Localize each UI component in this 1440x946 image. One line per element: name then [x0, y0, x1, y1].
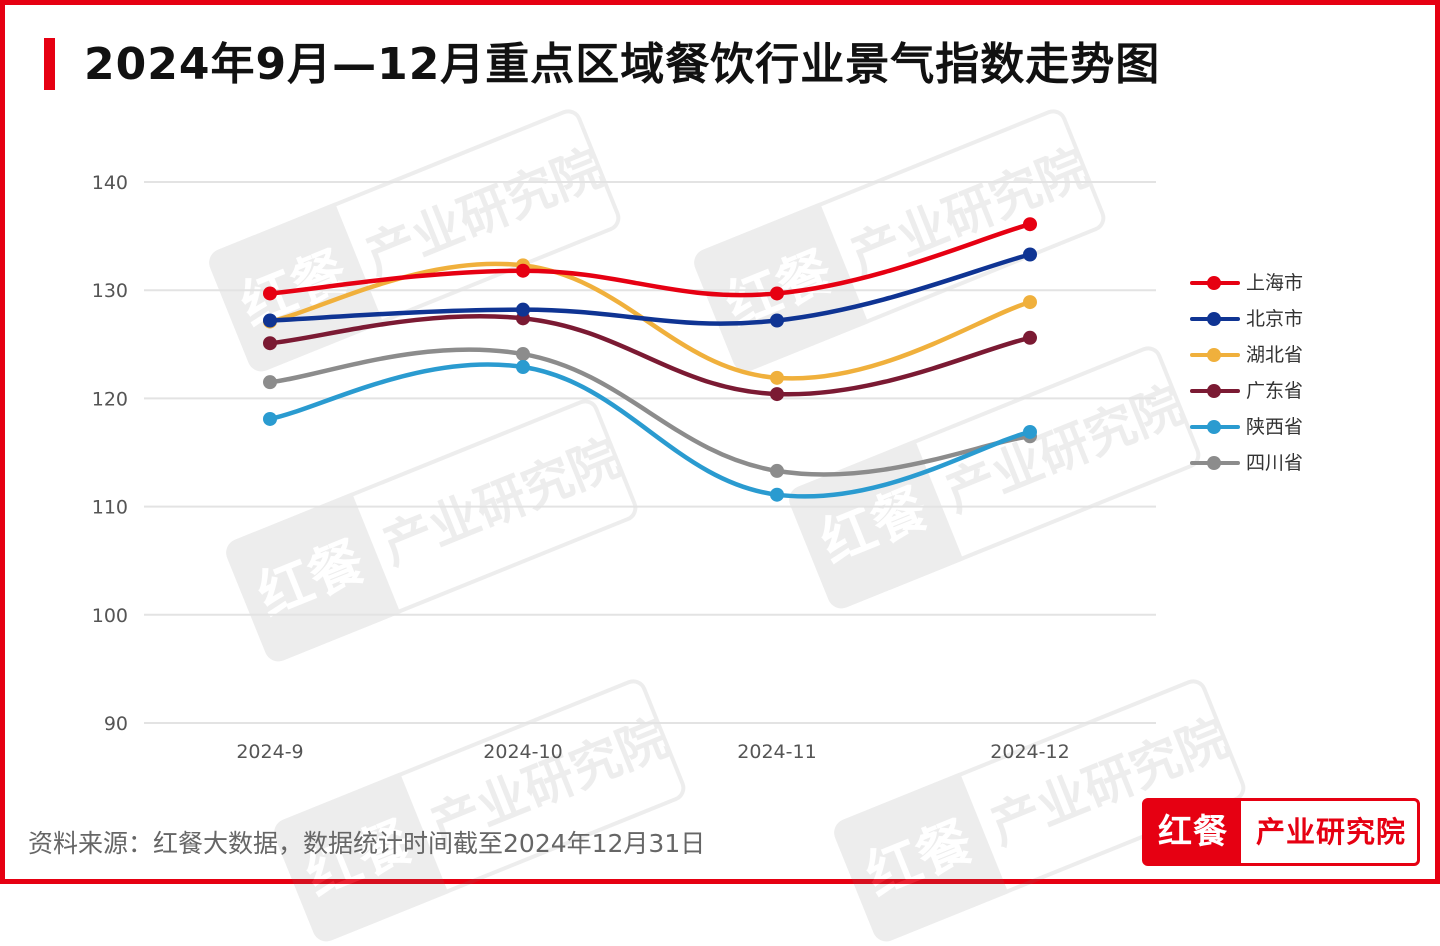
chart-title: 2024年9月—12月重点区域餐饮行业景气指数走势图: [84, 39, 1161, 90]
y-tick-label: 110: [92, 497, 128, 519]
data-point-5-4: [1023, 424, 1037, 439]
data-point-1-4: [1023, 217, 1037, 232]
data-point-5-3: [770, 487, 784, 502]
data-point-6-2: [516, 347, 530, 362]
x-tick-label: 2024-11: [737, 741, 816, 763]
series-line-5: [267, 362, 1033, 499]
line-chart: 90 100 110 120 130 140 2024-9 2024-10 2024-11 202…: [92, 172, 1156, 763]
legend-item: 北京市: [1188, 302, 1348, 338]
y-tick-label: 100: [92, 605, 128, 627]
chart-legend: 上海市北京市湖北省广东省陕西省四川省: [1188, 266, 1348, 482]
x-tick-label: 2024-9: [236, 741, 303, 763]
series-line-1: [267, 221, 1033, 298]
legend-label: 湖北省: [1246, 344, 1304, 366]
legend-label: 广东省: [1246, 380, 1304, 402]
brand-logo: 红餐 产业研究院: [1142, 798, 1420, 866]
data-point-2-2: [516, 302, 530, 317]
series-line-6: [267, 347, 1033, 477]
data-point-5-2: [516, 360, 530, 375]
legend-item: 上海市: [1188, 266, 1348, 302]
x-tick-label: 2024-12: [990, 741, 1069, 763]
series-line-3: [267, 261, 1033, 381]
data-point-2-1: [263, 313, 277, 328]
y-tick-label: 120: [92, 388, 128, 410]
legend-item: 广东省: [1188, 374, 1348, 410]
legend-label: 北京市: [1246, 308, 1304, 330]
legend-item: 陕西省: [1188, 410, 1348, 446]
data-point-4-3: [770, 387, 784, 402]
data-point-1-3: [770, 286, 784, 301]
data-point-6-3: [770, 463, 784, 478]
logo-right-text: 产业研究院: [1255, 815, 1406, 849]
data-point-4-4: [1023, 330, 1037, 345]
x-tick-label: 2024-10: [483, 741, 562, 763]
chart-frame: [0, 0, 1440, 884]
legend-dot-swatch: [1207, 312, 1221, 326]
legend-dot-swatch: [1207, 348, 1221, 362]
data-point-1-1: [263, 286, 277, 301]
legend-label: 四川省: [1246, 452, 1304, 474]
data-source-note: 资料来源：红餐大数据，数据统计时间截至2024年12月31日: [28, 829, 706, 858]
data-point-4-1: [263, 336, 277, 351]
data-point-3-4: [1023, 295, 1037, 310]
data-point-1-2: [516, 263, 530, 278]
y-tick-label: 140: [92, 172, 128, 194]
data-point-2-4: [1023, 247, 1037, 262]
data-point-5-1: [263, 411, 277, 426]
legend-dot-swatch: [1207, 420, 1221, 434]
y-tick-label: 130: [92, 280, 128, 302]
logo-left-text: 红餐: [1145, 801, 1241, 863]
series-line-2: [267, 252, 1033, 326]
data-point-3-3: [770, 370, 784, 385]
legend-item: 湖北省: [1188, 338, 1348, 374]
legend-label: 陕西省: [1246, 416, 1304, 438]
legend-item: 四川省: [1188, 446, 1348, 482]
data-point-2-3: [770, 313, 784, 328]
series-line-4: [267, 314, 1033, 397]
legend-dot-swatch: [1207, 384, 1221, 398]
legend-dot-swatch: [1207, 276, 1221, 290]
data-point-6-1: [263, 375, 277, 390]
legend-label: 上海市: [1246, 272, 1304, 294]
y-tick-label: 90: [104, 713, 128, 735]
title-accent-bar: [44, 38, 55, 90]
legend-dot-swatch: [1207, 456, 1221, 470]
